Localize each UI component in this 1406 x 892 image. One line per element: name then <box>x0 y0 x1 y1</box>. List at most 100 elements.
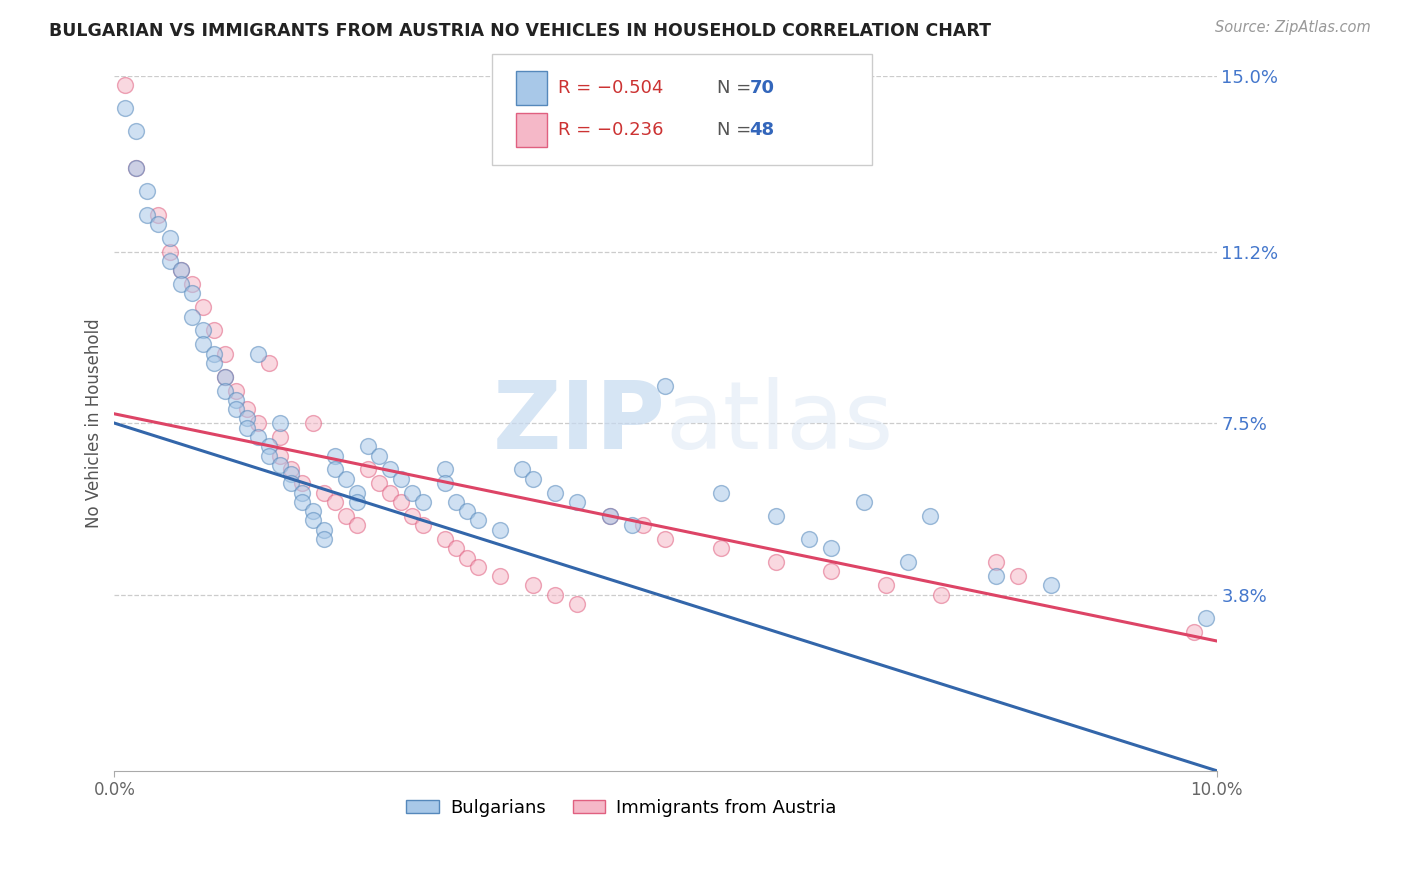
Point <box>599 508 621 523</box>
Point <box>246 416 269 430</box>
Point <box>522 578 544 592</box>
Point <box>202 356 225 370</box>
Point <box>148 217 170 231</box>
Point <box>765 555 787 569</box>
Point <box>159 231 181 245</box>
Point <box>246 346 269 360</box>
Point <box>389 495 412 509</box>
Point <box>797 532 820 546</box>
Point <box>323 495 346 509</box>
Point <box>214 346 236 360</box>
Point <box>169 263 191 277</box>
Point <box>489 569 512 583</box>
Point <box>710 485 733 500</box>
Point <box>1194 611 1216 625</box>
Text: 48: 48 <box>749 121 775 139</box>
Text: ZIP: ZIP <box>492 377 665 469</box>
Point <box>633 518 655 533</box>
Point <box>257 356 280 370</box>
Point <box>401 508 423 523</box>
Point <box>378 485 401 500</box>
Point <box>280 476 302 491</box>
Point <box>191 300 214 314</box>
Point <box>214 384 236 398</box>
Point <box>820 541 842 556</box>
Point <box>323 462 346 476</box>
Point <box>180 277 202 291</box>
Point <box>136 208 159 222</box>
Point <box>225 402 247 417</box>
Point <box>412 495 434 509</box>
Point <box>114 101 136 115</box>
Point <box>368 476 391 491</box>
Point <box>169 263 191 277</box>
Text: BULGARIAN VS IMMIGRANTS FROM AUSTRIA NO VEHICLES IN HOUSEHOLD CORRELATION CHART: BULGARIAN VS IMMIGRANTS FROM AUSTRIA NO … <box>49 22 991 40</box>
Point <box>522 472 544 486</box>
Point <box>280 462 302 476</box>
Point <box>599 508 621 523</box>
Point <box>246 430 269 444</box>
Point <box>489 523 512 537</box>
Point <box>654 532 676 546</box>
Point <box>467 513 489 527</box>
Point <box>159 244 181 259</box>
Text: atlas: atlas <box>665 377 894 469</box>
Point <box>291 495 314 509</box>
Text: R = −0.504: R = −0.504 <box>558 79 664 97</box>
Point <box>291 476 314 491</box>
Point <box>125 161 148 176</box>
Point <box>125 161 148 176</box>
Point <box>984 555 1007 569</box>
Point <box>235 411 257 425</box>
Point <box>191 337 214 351</box>
Point <box>323 449 346 463</box>
Point <box>510 462 533 476</box>
Text: Source: ZipAtlas.com: Source: ZipAtlas.com <box>1215 20 1371 35</box>
Point <box>1040 578 1063 592</box>
Point <box>389 472 412 486</box>
Point <box>444 541 467 556</box>
Point <box>214 369 236 384</box>
Point <box>1184 624 1206 639</box>
Point <box>852 495 875 509</box>
Point <box>125 124 148 138</box>
Point <box>456 504 478 518</box>
Point <box>269 449 291 463</box>
Point <box>148 208 170 222</box>
Point <box>567 597 589 611</box>
Point <box>654 379 676 393</box>
Point <box>875 578 897 592</box>
Point <box>225 392 247 407</box>
Point <box>434 462 457 476</box>
Point <box>335 472 357 486</box>
Point <box>235 402 257 417</box>
Point <box>765 508 787 523</box>
Point <box>335 508 357 523</box>
Point <box>434 532 457 546</box>
Point <box>456 550 478 565</box>
Point <box>412 518 434 533</box>
Point <box>269 430 291 444</box>
Point <box>159 253 181 268</box>
Point <box>378 462 401 476</box>
Point <box>301 416 323 430</box>
Point <box>301 513 323 527</box>
Point <box>280 467 302 481</box>
Point <box>202 346 225 360</box>
Point <box>710 541 733 556</box>
Point <box>312 523 335 537</box>
Point <box>202 323 225 337</box>
Point <box>312 532 335 546</box>
Point <box>312 485 335 500</box>
Text: N =: N = <box>717 79 756 97</box>
Point <box>169 277 191 291</box>
Point <box>820 565 842 579</box>
Point <box>401 485 423 500</box>
Point <box>544 485 567 500</box>
Point <box>257 449 280 463</box>
Point <box>180 310 202 324</box>
Point <box>368 449 391 463</box>
Point <box>235 421 257 435</box>
Point <box>1007 569 1029 583</box>
Point <box>214 369 236 384</box>
